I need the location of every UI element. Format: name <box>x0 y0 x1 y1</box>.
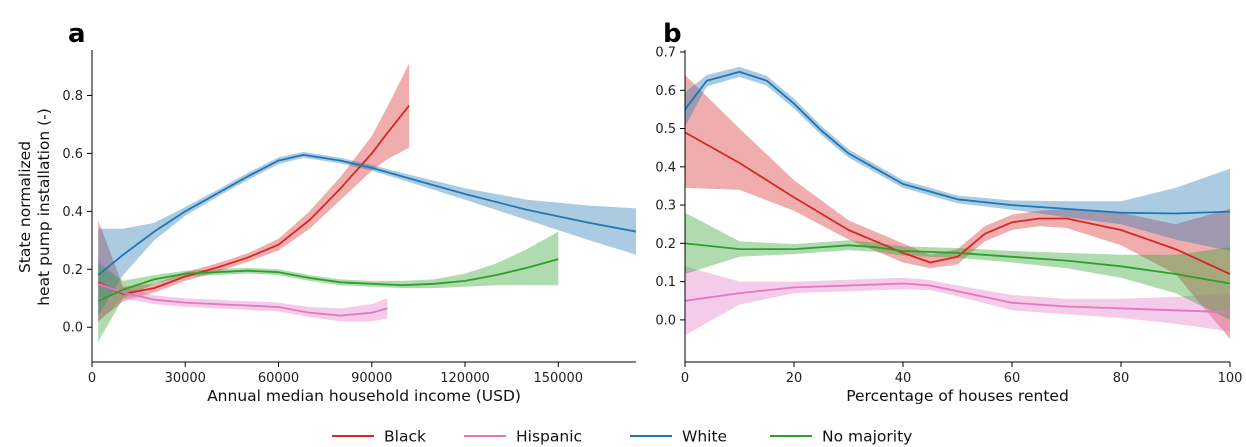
line-no-majority <box>97 258 559 303</box>
y-tick-label: 0.3 <box>655 199 676 214</box>
y-tick-label: 0.0 <box>655 313 676 328</box>
line-hispanic <box>97 282 388 317</box>
confidence-bands <box>685 66 1230 339</box>
x-tick-label: 90000 <box>351 371 392 386</box>
legend-label: No majority <box>822 428 912 446</box>
line-black <box>685 131 1230 275</box>
x-tick-label: 0 <box>681 371 689 386</box>
series-lines <box>685 71 1230 314</box>
x-tick-label: 30000 <box>165 371 206 386</box>
legend-label: Black <box>384 428 426 446</box>
y-tick-label: 0.6 <box>62 147 83 162</box>
x-tick-label: 120000 <box>440 371 490 386</box>
line-black <box>97 105 410 295</box>
panel-a: 0 30000 60000 90000 120000 150000 0.0 0.2 0.4 0.6… <box>16 19 636 405</box>
y-tick-label: 0.5 <box>655 122 676 137</box>
legend-item-black: Black <box>332 428 426 446</box>
legend: Black Hispanic White No majority <box>332 428 912 446</box>
panel-b: 0 20 40 60 80 100 0.0 0.1 0.2 0.3 0.4 0.5 0.6 0.7 Perc… <box>655 19 1242 405</box>
y-tick-label: 0.7 <box>655 46 676 61</box>
x-tick-label: 20 <box>786 371 803 386</box>
line-no-majority <box>685 242 1230 285</box>
legend-item-hispanic: Hispanic <box>464 428 582 446</box>
y-tick-label: 0.1 <box>655 275 676 290</box>
series-lines <box>97 105 636 317</box>
y-axis-label: heat pump installation (-) <box>35 108 53 306</box>
line-white <box>685 71 1230 215</box>
y-tick-label: 0.6 <box>655 84 676 99</box>
x-tick-label: 60 <box>1004 371 1021 386</box>
panel-label: a <box>68 19 86 49</box>
y-tick-label: 0.2 <box>655 237 676 252</box>
x-tick-label: 40 <box>895 371 912 386</box>
x-tick-label: 60000 <box>258 371 299 386</box>
band-hispanic <box>685 266 1230 336</box>
band-black <box>98 63 410 322</box>
legend-item-white: White <box>630 428 727 446</box>
y-axis-label: State normalized <box>16 141 34 273</box>
x-axis-label: Annual median household income (USD) <box>207 387 521 405</box>
y-tick-label: 0.2 <box>62 263 83 278</box>
line-hispanic <box>685 282 1230 314</box>
confidence-bands <box>98 63 636 342</box>
legend-label: White <box>682 428 727 446</box>
panel-label: b <box>663 19 682 49</box>
y-tick-label: 0.4 <box>62 205 83 220</box>
y-tick-label: 0.4 <box>655 160 676 175</box>
x-tick-label: 150000 <box>533 371 583 386</box>
x-tick-label: 80 <box>1113 371 1130 386</box>
y-tick-label: 0.8 <box>62 89 83 104</box>
band-hispanic <box>98 257 388 322</box>
band-white <box>685 66 1230 252</box>
band-black <box>685 75 1230 339</box>
x-tick-label: 0 <box>88 371 96 386</box>
line-white <box>97 153 636 276</box>
x-tick-label: 100 <box>1218 371 1243 386</box>
x-axis-label: Percentage of houses rented <box>846 387 1069 405</box>
y-tick-label: 0.0 <box>62 321 83 336</box>
legend-label: Hispanic <box>516 428 582 446</box>
legend-item-no-majority: No majority <box>770 428 912 446</box>
